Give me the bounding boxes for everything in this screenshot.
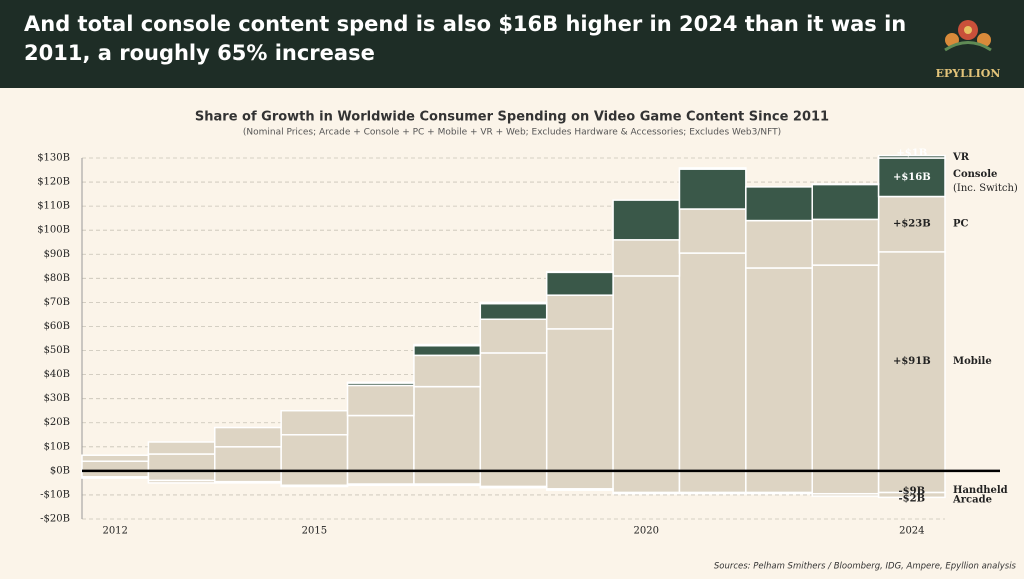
bar-segment: [812, 219, 878, 265]
value-label: +$91B: [893, 356, 931, 367]
bar-segment: [679, 169, 745, 209]
y-tick-label: $30B: [44, 393, 70, 404]
bar-segment: [215, 482, 281, 483]
bar-segment: [414, 471, 480, 484]
bar-segment: [82, 455, 148, 461]
bar-segment: [679, 209, 745, 253]
bar-segment: [547, 489, 613, 490]
y-tick-label: $80B: [44, 273, 70, 284]
bar-segment: [148, 454, 214, 471]
legend-label: Arcade: [952, 494, 992, 505]
bar-segment: [414, 346, 480, 356]
y-tick-label: -$20B: [40, 514, 70, 525]
bar-segment: [679, 253, 745, 471]
y-tick-label: $10B: [44, 441, 70, 452]
y-tick-label: $100B: [37, 225, 70, 236]
bar-segment: [547, 272, 613, 273]
bar-segment: [547, 471, 613, 489]
y-tick-label: $20B: [44, 417, 70, 428]
value-label: -$2B: [899, 493, 926, 504]
bar-segment: [348, 416, 414, 471]
value-label: +$16B: [893, 172, 931, 183]
bar-segment: [613, 200, 679, 240]
bar-segment: [679, 493, 745, 494]
legend-note: (Inc. Switch): [953, 183, 1018, 194]
bar-segment: [480, 353, 546, 471]
y-tick-label: $90B: [44, 249, 70, 260]
y-tick-label: $0B: [50, 465, 70, 476]
bar-segment: [82, 477, 148, 478]
bar-segment: [480, 302, 546, 303]
bar-segment: [480, 471, 546, 487]
value-label: +$1B: [896, 148, 927, 159]
bar-segment: [348, 385, 414, 415]
x-tick-label: 2012: [102, 526, 127, 537]
bar-segment: [281, 485, 347, 486]
bar-segment: [746, 187, 812, 221]
bar-segment: [746, 471, 812, 493]
header-title: And total console content spend is also …: [24, 10, 924, 68]
bar-segment: [414, 484, 480, 485]
bar-segment: [148, 480, 214, 482]
y-tick-label: $130B: [37, 153, 70, 164]
bar-segment: [547, 329, 613, 471]
bar-segment: [812, 471, 878, 494]
bar-segment: [348, 484, 414, 485]
y-tick-label: $40B: [44, 369, 70, 380]
bar-segment: [348, 382, 414, 383]
chart-title: Share of Growth in Worldwide Consumer Sp…: [195, 110, 829, 125]
bar-segment: [812, 184, 878, 219]
bar-segment: [215, 471, 281, 482]
y-tick-label: $110B: [37, 201, 70, 212]
legend-label: VR: [952, 152, 970, 163]
x-tick-label: 2015: [302, 526, 327, 537]
bar-segment: [480, 487, 546, 488]
legend-label: Mobile: [953, 356, 992, 367]
value-label: +$23B: [893, 219, 931, 230]
bar-segment: [613, 493, 679, 494]
bar-segment: [215, 447, 281, 471]
bar-segment: [746, 493, 812, 494]
header-title-box: And total console content spend is also …: [24, 10, 924, 80]
bar-segment: [613, 240, 679, 276]
bar-segment: [148, 471, 214, 481]
bar-segment: [547, 295, 613, 329]
bar-segment: [812, 494, 878, 496]
plot: -$20B -$10B $0B $10B $20B $30B $40B $50B $60B $70…: [37, 148, 1018, 536]
bar-segment: [414, 355, 480, 386]
y-tick-label: -$10B: [40, 489, 70, 500]
bar-segment: [82, 461, 148, 471]
bar-segment: [613, 276, 679, 471]
bar-segment: [547, 272, 613, 295]
bar-segment: [480, 319, 546, 353]
bar-segment: [679, 471, 745, 493]
bar-segment: [812, 265, 878, 471]
bar-segment: [414, 387, 480, 471]
bar-segment: [414, 345, 480, 346]
legend-label: Console: [953, 169, 997, 180]
bar-segment: [215, 428, 281, 447]
bar-segment: [746, 221, 812, 268]
bar-segment: [281, 435, 347, 471]
x-tick-label: 2020: [634, 526, 659, 537]
brand: EPYLLION: [936, 67, 1001, 80]
y-tick-label: $50B: [44, 345, 70, 356]
legend-label: PC: [953, 219, 969, 230]
y-tick-label: $60B: [44, 321, 70, 332]
bar-segment: [281, 411, 347, 435]
y-tick-label: $70B: [44, 297, 70, 308]
bar-segment: [746, 268, 812, 471]
bar-segment: [480, 304, 546, 320]
bar-segment: [679, 168, 745, 169]
x-tick-label: 2024: [899, 526, 924, 537]
bar-segment: [148, 442, 214, 454]
bar-segment: [348, 471, 414, 484]
source: Sources: Pelham Smithers / Bloomberg, ID…: [714, 562, 1017, 572]
y-tick-label: $120B: [37, 177, 70, 188]
bar-segment: [613, 471, 679, 493]
bar-segment: [281, 471, 347, 485]
chart-subtitle: (Nominal Prices; Arcade + Console + PC +…: [243, 128, 781, 138]
